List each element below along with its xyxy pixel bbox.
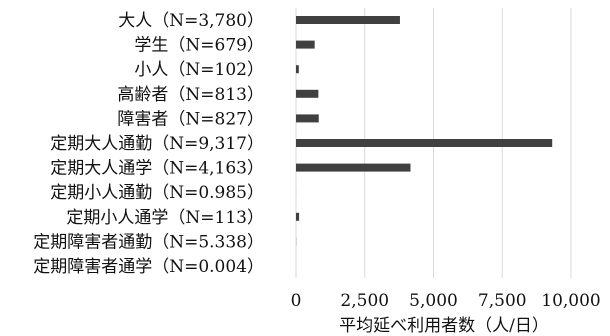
category-label: 小人（N=102） [134,60,264,80]
bar [296,89,319,98]
bar [296,16,400,24]
x-tick-label: 2,500 [340,291,389,311]
category-labels: 大人（N=3,780） 学生（N=679） 小人（N=102） 高齢者（N=813） 障… [33,11,264,277]
x-tick-label: 7,500 [478,291,527,311]
category-label: 定期大人通勤（N=9,317） [50,134,264,154]
category-label: 大人（N=3,780） [118,11,264,31]
bar [296,212,300,221]
bars [296,16,553,270]
x-tick-label: 5,000 [409,291,458,311]
x-tick-label: 0 [291,291,302,311]
category-label: 学生（N=679） [134,36,264,56]
category-label: 定期小人通学（N=113） [66,208,264,228]
bar [296,114,319,123]
category-label: 高齢者（N=813） [117,85,264,105]
category-label: 定期大人通学（N=4,163） [50,159,264,179]
category-label: 障害者（N=827） [117,109,264,129]
bar [296,163,411,172]
category-label: 定期障害者通学（N=0.004） [33,257,264,277]
category-label: 定期小人通勤（N=0.985） [50,183,264,203]
bar [296,40,315,49]
x-axis-title: 平均延べ利用者数（人/日） [339,316,549,336]
bar [296,65,299,74]
x-tick-label: 10,000 [541,291,600,311]
x-tick-labels: 0 2,500 5,000 7,500 10,000 [291,291,601,311]
category-label: 定期障害者通勤（N=5.338） [33,232,264,252]
bar [296,139,553,147]
